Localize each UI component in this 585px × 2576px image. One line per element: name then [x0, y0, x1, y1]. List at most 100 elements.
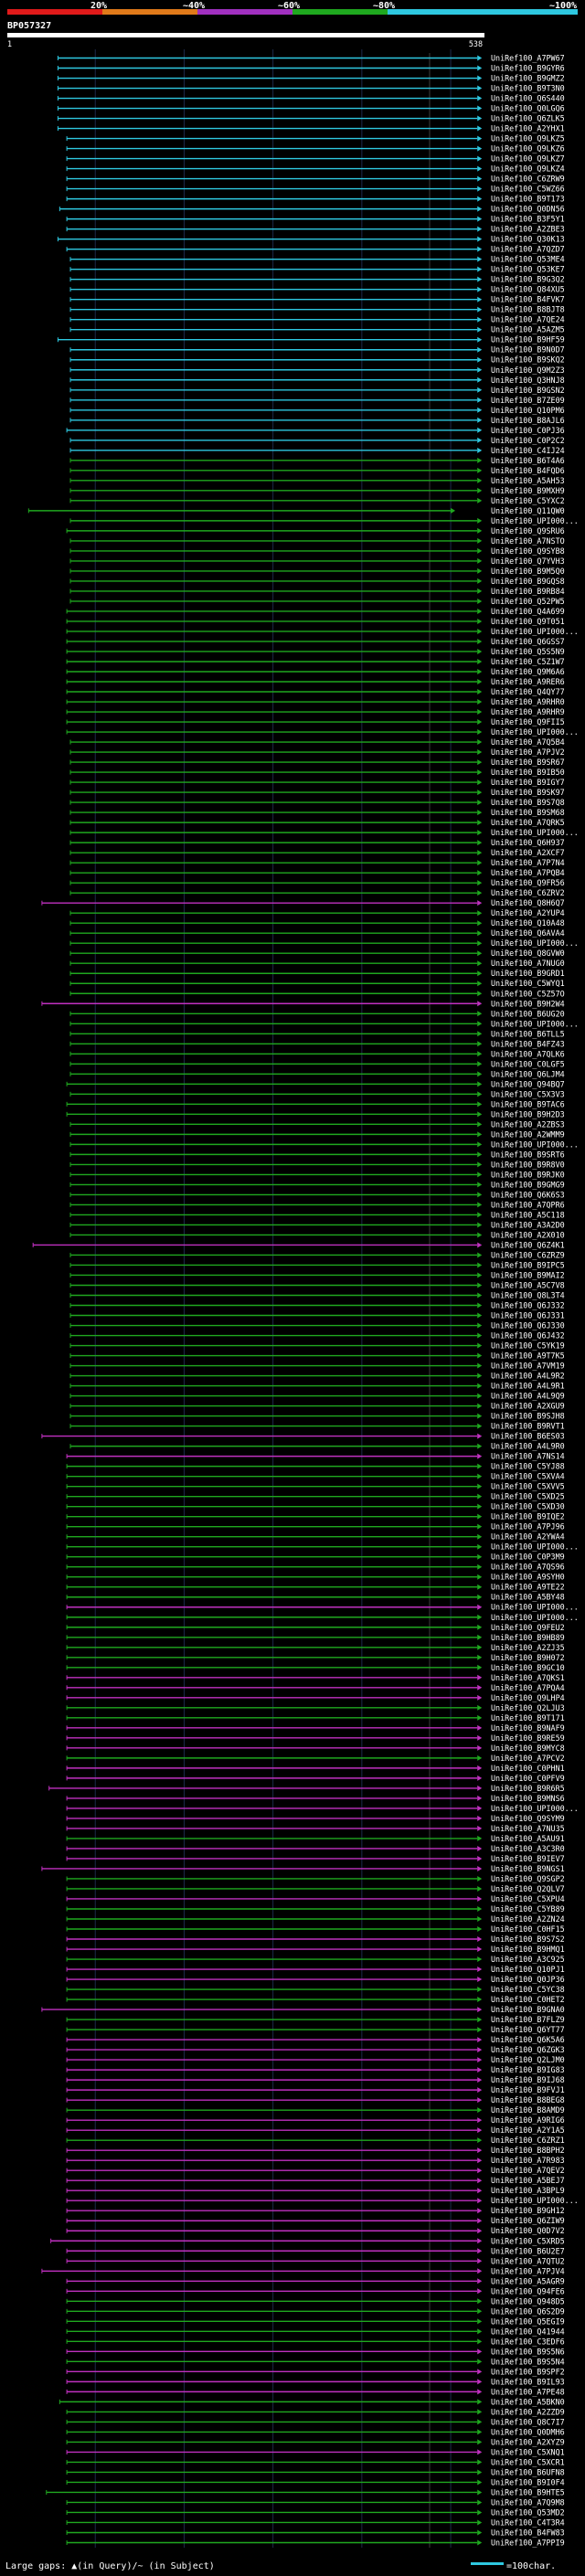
- hit-row[interactable]: UniRef100_Q9SYM9: [66, 1814, 565, 1823]
- hit-row[interactable]: UniRef100_Q0JP36: [66, 1975, 565, 1984]
- hit-row[interactable]: UniRef100_UPI000...: [66, 1603, 579, 1612]
- hit-label[interactable]: UniRef100_A7PQB4: [491, 868, 565, 877]
- hit-row[interactable]: UniRef100_Q9LKZ4: [66, 164, 565, 174]
- hit-row[interactable]: UniRef100_Q53MD2: [66, 2507, 565, 2517]
- hit-label[interactable]: UniRef100_Q9SRU6: [491, 526, 565, 535]
- hit-label[interactable]: UniRef100_Q94FE6: [491, 2286, 565, 2295]
- hit-row[interactable]: UniRef100_Q9FR56: [69, 878, 565, 887]
- hit-row[interactable]: UniRef100_B9H072: [66, 1653, 565, 1662]
- hit-label[interactable]: UniRef100_Q6S440: [491, 94, 565, 103]
- hit-row[interactable]: UniRef100_B7ZE09: [69, 396, 565, 405]
- hit-row[interactable]: UniRef100_B8BEG8: [66, 2095, 565, 2104]
- hit-label[interactable]: UniRef100_A2ZN24: [491, 1914, 565, 1924]
- hit-label[interactable]: UniRef100_A2ZBS3: [491, 1119, 565, 1129]
- hit-row[interactable]: UniRef100_A7QS96: [66, 1563, 565, 1572]
- hit-label[interactable]: UniRef100_Q6ZGK3: [491, 2045, 565, 2054]
- hit-label[interactable]: UniRef100_A7PJ96: [491, 1522, 565, 1532]
- hit-label[interactable]: UniRef100_A3C925: [491, 1955, 565, 1964]
- hit-row[interactable]: UniRef100_Q9LKZ5: [66, 134, 565, 143]
- hit-row[interactable]: UniRef100_B9IB50: [69, 768, 565, 777]
- hit-row[interactable]: UniRef100_UPI000...: [66, 1804, 579, 1813]
- hit-label[interactable]: UniRef100_UPI000...: [491, 1613, 579, 1622]
- hit-label[interactable]: UniRef100_B9S5N6: [491, 2347, 565, 2356]
- hit-row[interactable]: UniRef100_B4FW83: [66, 2528, 565, 2537]
- hit-row[interactable]: UniRef100_A7QKS1: [66, 1673, 565, 1682]
- hit-row[interactable]: UniRef100_A3A2D0: [69, 1220, 565, 1229]
- hit-label[interactable]: UniRef100_Q4A699: [491, 607, 565, 616]
- hit-label[interactable]: UniRef100_B9SPF2: [491, 2367, 565, 2376]
- hit-row[interactable]: UniRef100_B9SPF2: [66, 2367, 565, 2376]
- hit-label[interactable]: UniRef100_A5AH53: [491, 476, 565, 485]
- hit-label[interactable]: UniRef100_C0HF15: [491, 1924, 565, 1934]
- hit-row[interactable]: UniRef100_Q7YVH3: [69, 557, 565, 566]
- hit-label[interactable]: UniRef100_C0P3M9: [491, 1553, 565, 1562]
- hit-row[interactable]: UniRef100_A7NS14: [66, 1452, 565, 1461]
- hit-row[interactable]: UniRef100_Q9LHP4: [66, 1693, 565, 1702]
- hit-row[interactable]: UniRef100_A2YWA4: [66, 1532, 565, 1542]
- hit-label[interactable]: UniRef100_A3C3R0: [491, 1844, 565, 1853]
- hit-row[interactable]: UniRef100_B9RE59: [66, 1733, 565, 1743]
- hit-row[interactable]: UniRef100_B8BJT8: [69, 305, 565, 314]
- hit-row[interactable]: UniRef100_UPI000...: [66, 1613, 579, 1622]
- hit-label[interactable]: UniRef100_C5YB89: [491, 1904, 565, 1913]
- hit-row[interactable]: UniRef100_A7PQA4: [66, 1683, 565, 1692]
- hit-label[interactable]: UniRef100_B9IL93: [491, 2377, 565, 2386]
- hit-label[interactable]: UniRef100_Q6J432: [491, 1331, 565, 1341]
- hit-row[interactable]: UniRef100_A7QTU2: [66, 2256, 565, 2265]
- hit-label[interactable]: UniRef100_B9H2W4: [491, 999, 565, 1008]
- hit-row[interactable]: UniRef100_Q53KE7: [69, 265, 565, 274]
- hit-label[interactable]: UniRef100_Q41944: [491, 2327, 565, 2336]
- hit-row[interactable]: UniRef100_Q11QW0: [27, 506, 565, 515]
- hit-label[interactable]: UniRef100_Q9LHP4: [491, 1693, 565, 1702]
- hit-label[interactable]: UniRef100_Q6YT77: [491, 2025, 565, 2034]
- hit-label[interactable]: UniRef100_Q9FEU2: [491, 1623, 565, 1632]
- hit-label[interactable]: UniRef100_B9N0D7: [491, 345, 565, 355]
- hit-row[interactable]: UniRef100_C5XVV5: [66, 1482, 565, 1491]
- hit-row[interactable]: UniRef100_A2ZN24: [66, 1914, 565, 1924]
- hit-label[interactable]: UniRef100_B9SRT6: [491, 1150, 565, 1159]
- hit-row[interactable]: UniRef100_UPI000...: [66, 627, 579, 636]
- hit-label[interactable]: UniRef100_C5Z57O: [491, 989, 565, 998]
- hit-label[interactable]: UniRef100_A2XGU9: [491, 1402, 565, 1411]
- hit-row[interactable]: UniRef100_B9R6R5: [48, 1784, 565, 1793]
- hit-row[interactable]: UniRef100_B4FQD6: [69, 466, 565, 475]
- hit-label[interactable]: UniRef100_Q9LKZ7: [491, 154, 565, 164]
- hit-row[interactable]: UniRef100_C5XVA4: [66, 1472, 565, 1481]
- hit-label[interactable]: UniRef100_B9GNA0: [491, 2005, 565, 2014]
- hit-label[interactable]: UniRef100_B9HTE5: [491, 2487, 565, 2496]
- hit-row[interactable]: UniRef100_A9RHR0: [66, 697, 565, 706]
- hit-label[interactable]: UniRef100_C5XCR1: [491, 2457, 565, 2466]
- hit-label[interactable]: UniRef100_A2YUP4: [491, 908, 565, 917]
- hit-label[interactable]: UniRef100_B9IB50: [491, 768, 565, 777]
- hit-row[interactable]: UniRef100_A2XYZ9: [66, 2437, 565, 2446]
- hit-row[interactable]: UniRef100_A7Q9M8: [66, 2497, 565, 2507]
- hit-label[interactable]: UniRef100_C5XD25: [491, 1492, 565, 1501]
- hit-row[interactable]: UniRef100_B9RJK0: [69, 1170, 565, 1179]
- hit-label[interactable]: UniRef100_A9SYH0: [491, 1573, 565, 1582]
- hit-label[interactable]: UniRef100_B4FZ43: [491, 1039, 565, 1048]
- hit-row[interactable]: UniRef100_Q8C7I7: [66, 2417, 565, 2426]
- hit-row[interactable]: UniRef100_A7R983: [66, 2156, 565, 2165]
- hit-label[interactable]: UniRef100_Q6K6S3: [491, 1190, 565, 1199]
- hit-row[interactable]: UniRef100_B9NAF9: [66, 1723, 565, 1733]
- hit-label[interactable]: UniRef100_A4L9Q9: [491, 1392, 565, 1401]
- hit-label[interactable]: UniRef100_B9S7Q8: [491, 798, 565, 807]
- hit-row[interactable]: UniRef100_A9T7K5: [69, 1352, 565, 1361]
- hit-label[interactable]: UniRef100_Q6H937: [491, 838, 565, 847]
- hit-row[interactable]: UniRef100_Q3HNJ8: [69, 376, 565, 385]
- hit-label[interactable]: UniRef100_Q6LJM4: [491, 1069, 565, 1078]
- hit-label[interactable]: UniRef100_A7PW67: [491, 54, 565, 63]
- hit-label[interactable]: UniRef100_B7FLZ9: [491, 2015, 565, 2024]
- hit-label[interactable]: UniRef100_Q6J332: [491, 1301, 565, 1310]
- hit-row[interactable]: UniRef100_C0PJ36: [66, 426, 565, 435]
- hit-row[interactable]: UniRef100_A3C3R0: [66, 1844, 565, 1853]
- hit-label[interactable]: UniRef100_A9RHR9: [491, 707, 565, 716]
- hit-label[interactable]: UniRef100_Q9M2Z3: [491, 366, 565, 375]
- hit-label[interactable]: UniRef100_C5XNQ1: [491, 2447, 565, 2456]
- hit-row[interactable]: UniRef100_Q6K5A6: [66, 2035, 565, 2044]
- hit-label[interactable]: UniRef100_B6TLL5: [491, 1029, 565, 1038]
- hit-row[interactable]: UniRef100_A7PJ96: [66, 1522, 565, 1532]
- hit-label[interactable]: UniRef100_Q84XU5: [491, 285, 565, 294]
- hit-row[interactable]: UniRef100_B9GC10: [66, 1663, 565, 1672]
- hit-label[interactable]: UniRef100_A5C118: [491, 1210, 565, 1219]
